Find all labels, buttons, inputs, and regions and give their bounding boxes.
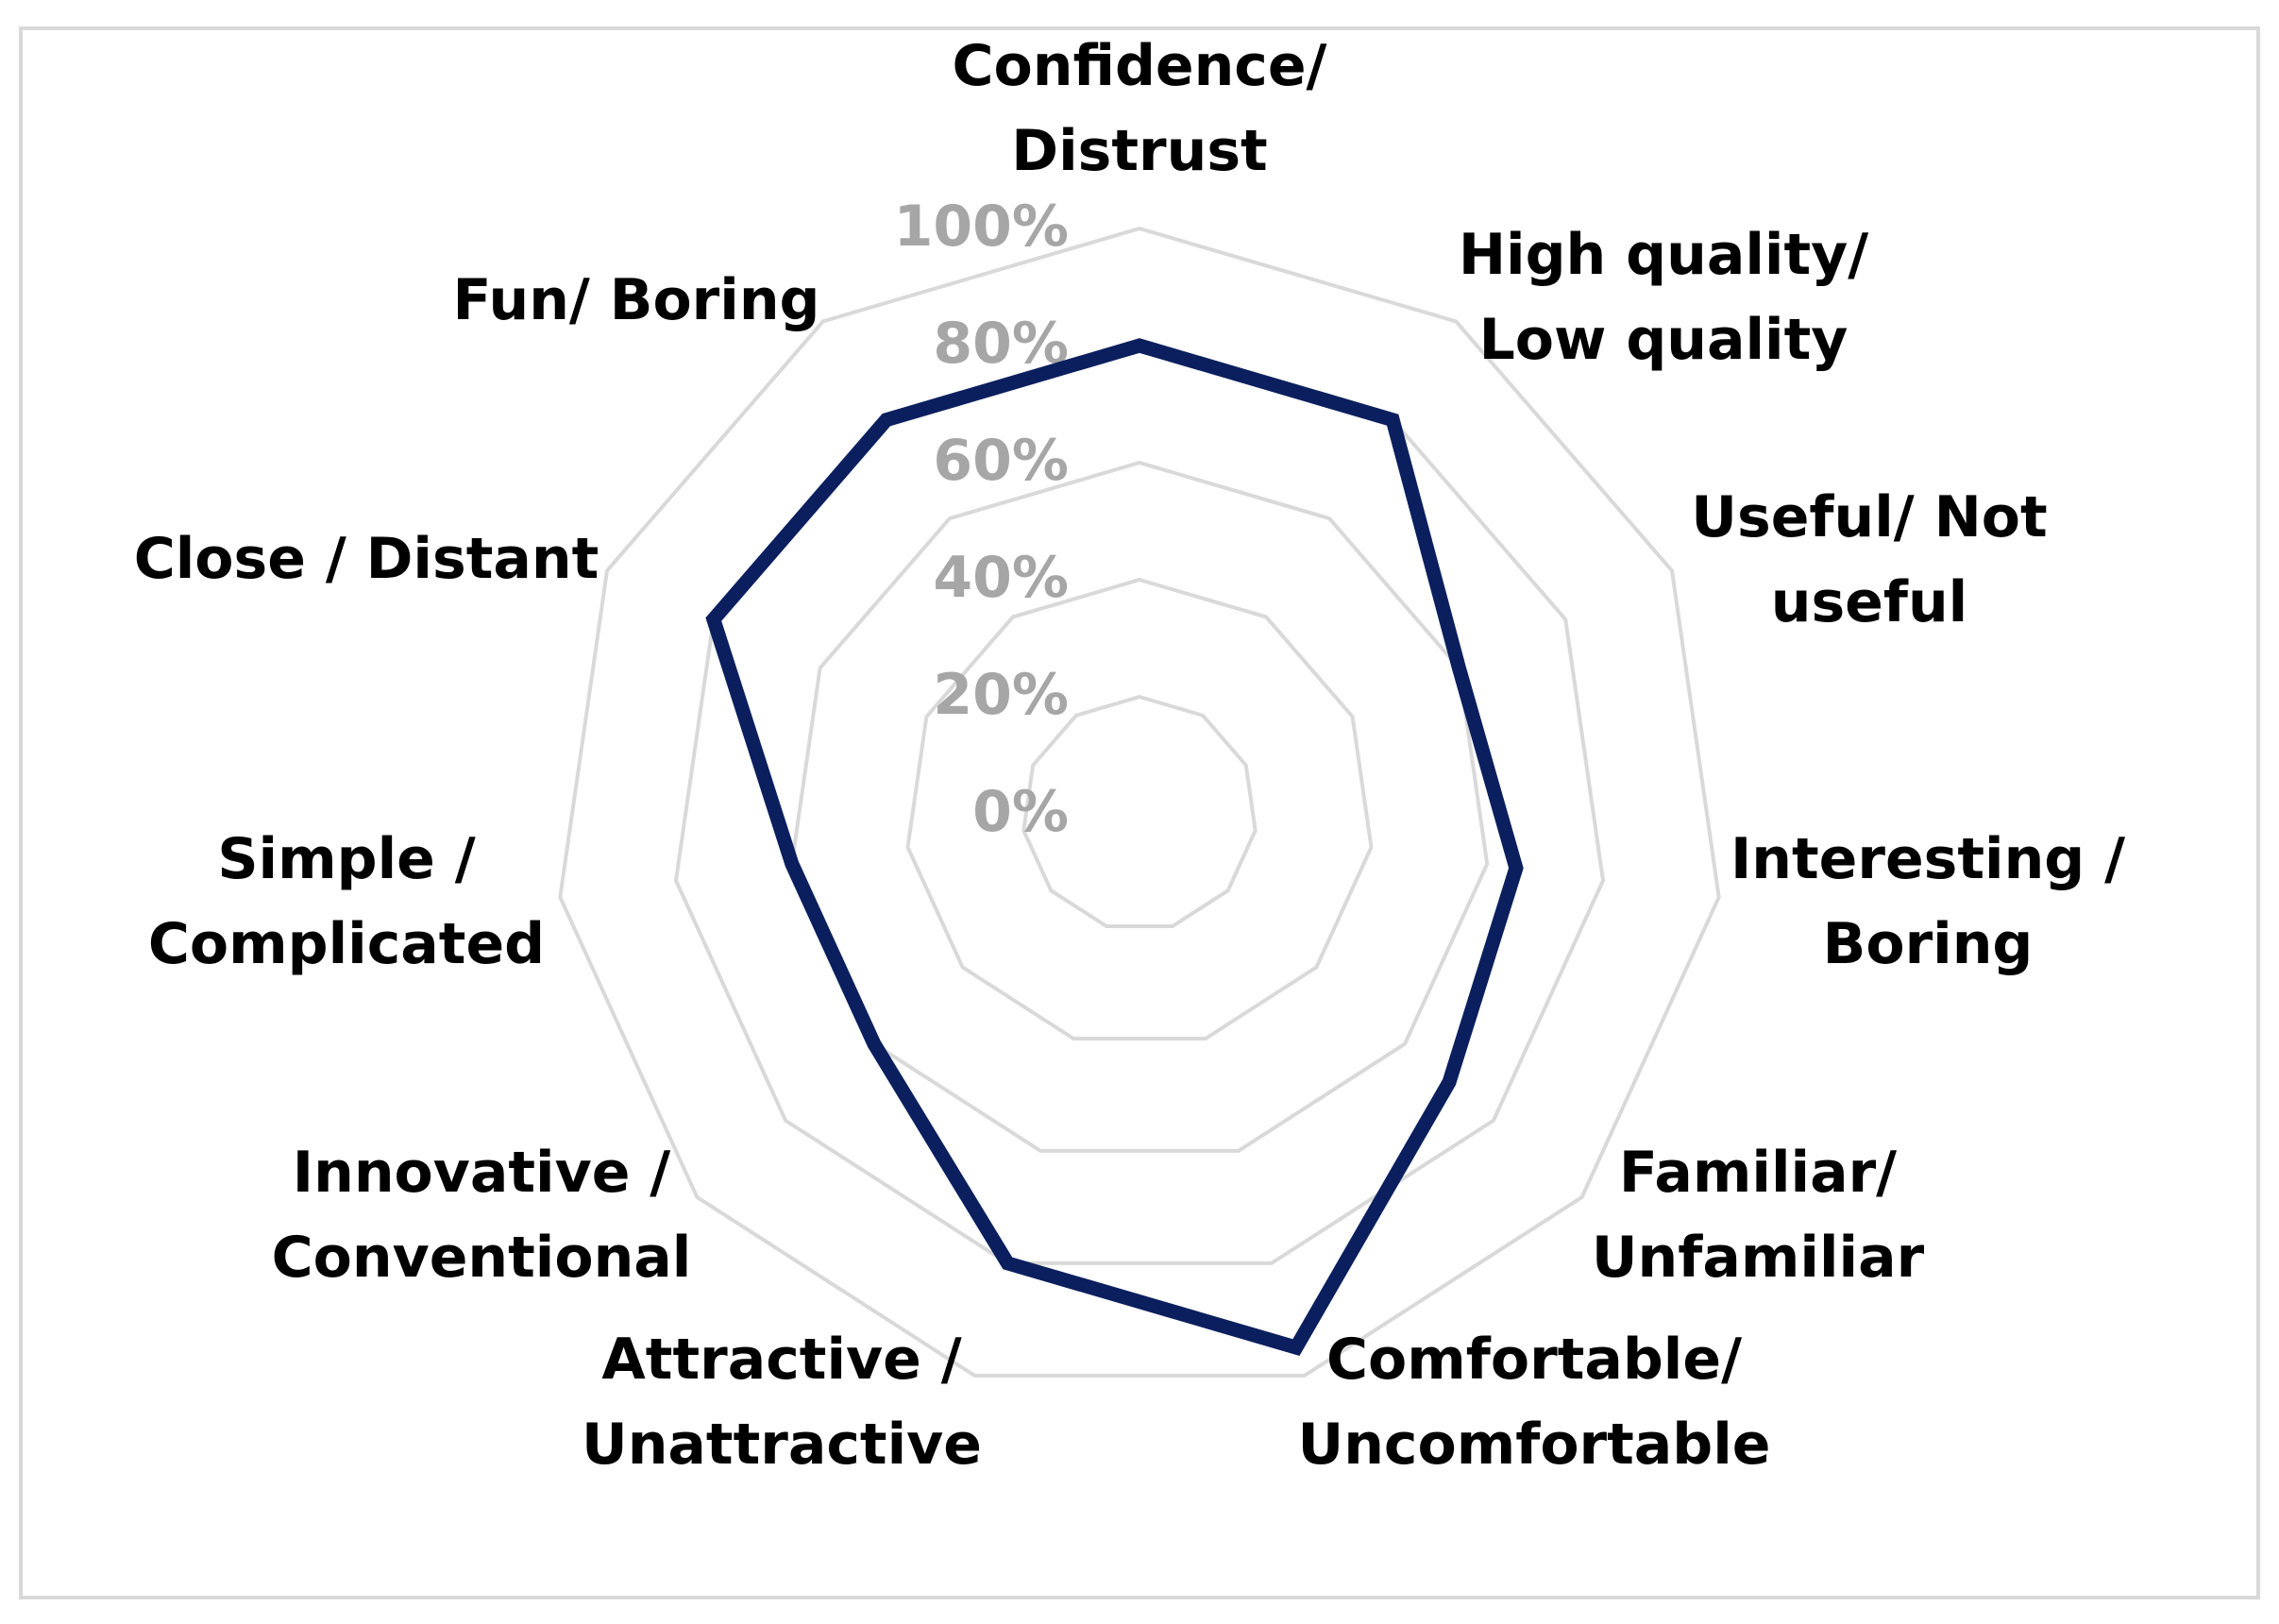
axis-label: Fun/ Boring: [452, 267, 819, 333]
axis-label: Comfortable/: [1326, 1327, 1742, 1393]
axis-labels: Confidence/Distrust High quality/Low qual…: [134, 33, 2125, 1478]
series-layer: [705, 338, 1524, 1356]
tick-label: 60%: [933, 428, 1069, 494]
axis-label: High quality/: [1459, 222, 1868, 288]
axis-label: Complicated: [148, 911, 545, 977]
chart-frame: [19, 26, 2260, 1599]
grid-ring: [673, 343, 1606, 1265]
tick-labels: 0%20%40%60%80%100%: [894, 194, 1069, 845]
axis-label: Uncomfortable: [1297, 1412, 1770, 1478]
axis-label: Innovative /: [293, 1140, 671, 1206]
grid-ring: [1021, 694, 1258, 928]
axis-label: Simple /: [217, 826, 475, 892]
grid-ring: [789, 460, 1490, 1153]
series-line: [705, 338, 1524, 1356]
axis-label: Distrust: [1011, 118, 1267, 184]
axis-label: Low quality: [1479, 307, 1849, 373]
axis-label: Confidence/: [953, 33, 1327, 99]
tick-label: 40%: [933, 545, 1069, 611]
axis-label: useful: [1771, 569, 1968, 635]
axis-label: Conventional: [272, 1225, 692, 1291]
axis-label: Useful/ Not: [1691, 484, 2047, 550]
tick-label: 100%: [894, 194, 1069, 260]
grid-ring: [558, 226, 1721, 1378]
axis-label: Close / Distant: [134, 526, 599, 592]
axis-label: Interesting /: [1730, 826, 2125, 892]
axis-label: Attractive /: [601, 1327, 961, 1393]
radar-grid: [558, 226, 1721, 1378]
axis-label: Unfamiliar: [1592, 1225, 1925, 1291]
tick-label: 20%: [933, 662, 1069, 728]
tick-label: 0%: [972, 779, 1069, 845]
axis-label: Boring: [1823, 911, 2034, 977]
axis-label: Familiar/: [1619, 1140, 1897, 1206]
grid-ring: [905, 577, 1374, 1040]
axis-label: Unattractive: [582, 1412, 982, 1478]
